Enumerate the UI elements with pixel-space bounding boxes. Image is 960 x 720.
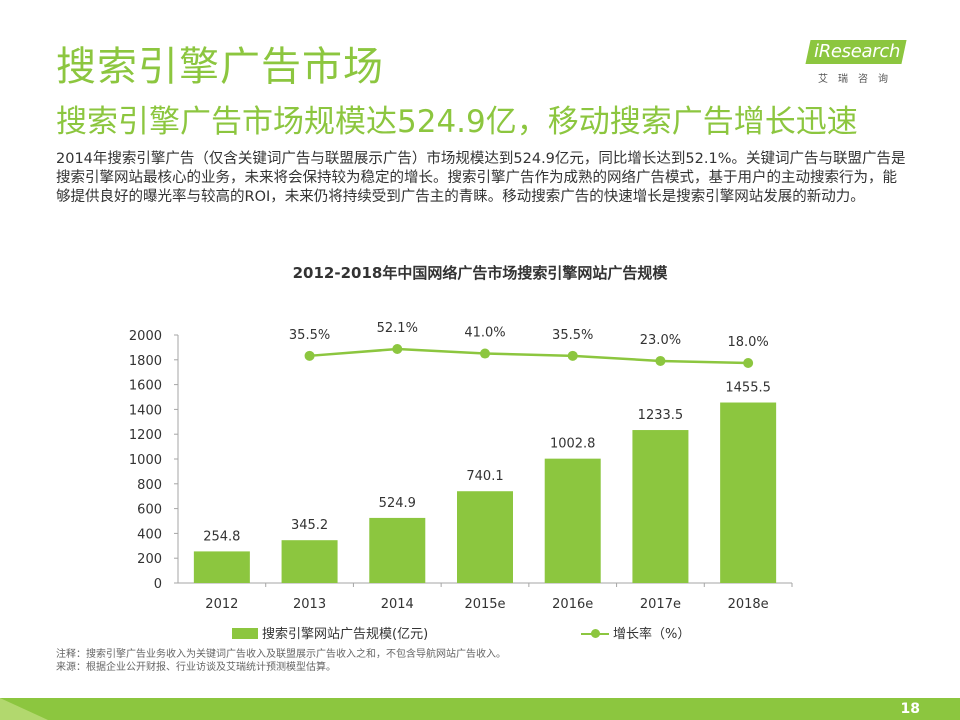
bar-value-label: 1455.5 bbox=[725, 381, 771, 396]
x-tick-label: 2017e bbox=[640, 597, 681, 612]
y-tick-label: 1800 bbox=[129, 354, 162, 369]
growth-point-2014 bbox=[392, 344, 403, 354]
intro-paragraph: 2014年搜索引擎广告（仅含关键词广告与联盟展示广告）市场规模达到524.9亿元… bbox=[56, 151, 906, 205]
y-tick-label: 1400 bbox=[129, 403, 162, 418]
bar-value-label: 524.9 bbox=[379, 496, 416, 511]
chart-title: 2012-2018年中国网络广告市场搜索引擎网站广告规模 bbox=[292, 264, 668, 282]
chart-source: 来源：根据企业公开财报、行业访谈及艾瑞统计预测模型估算。 bbox=[56, 662, 336, 673]
y-tick-label: 1200 bbox=[129, 428, 162, 443]
y-tick-label: 1000 bbox=[129, 453, 162, 468]
growth-value-label: 52.1% bbox=[377, 321, 418, 336]
chart-note: 注释：搜索引擎广告业务收入为关键词广告收入及联盟展示广告收入之和，不包含导航网站… bbox=[56, 649, 506, 660]
legend-line-label: 增长率（%） bbox=[613, 627, 691, 642]
page-title: 搜索引擎广告市场 bbox=[56, 44, 384, 90]
legend-bar-label: 搜索引擎网站广告规模(亿元) bbox=[262, 627, 429, 642]
y-tick-label: 400 bbox=[137, 527, 162, 542]
y-tick-label: 200 bbox=[137, 552, 162, 567]
growth-value-label: 23.0% bbox=[640, 333, 681, 348]
legend-item-bar: 搜索引擎网站广告规模(亿元) bbox=[232, 623, 428, 642]
bar-2016e bbox=[544, 458, 601, 583]
bar-2015e bbox=[457, 491, 513, 583]
x-tick-label: 2015e bbox=[464, 597, 505, 612]
footer-bar: 18 bbox=[0, 698, 960, 720]
iresearch-logo: iResearch 艾瑞咨询 bbox=[805, 40, 908, 86]
legend-line-swatch bbox=[581, 628, 609, 639]
bar-value-label: 1233.5 bbox=[638, 408, 684, 423]
bar-2014 bbox=[369, 517, 426, 583]
bar-value-label: 1002.8 bbox=[550, 437, 596, 452]
x-tick-label: 2018e bbox=[728, 597, 769, 612]
x-tick-label: 2016e bbox=[552, 597, 593, 612]
bar-2012 bbox=[193, 551, 250, 583]
x-tick-label: 2012 bbox=[205, 597, 238, 612]
growth-point-2013 bbox=[304, 350, 315, 361]
legend-item-line: 增长率（%） bbox=[581, 623, 690, 642]
y-tick-label: 2000 bbox=[129, 329, 162, 344]
legend-bar-swatch bbox=[232, 628, 258, 639]
bar-2013 bbox=[281, 540, 338, 583]
page-number: 18 bbox=[900, 701, 920, 717]
y-tick-label: 600 bbox=[137, 503, 162, 518]
bar-2018e bbox=[720, 402, 777, 583]
footer-wedge bbox=[0, 698, 48, 720]
logo-chinese-text: 艾瑞咨询 bbox=[818, 74, 898, 85]
bar-2017e bbox=[632, 430, 689, 583]
growth-rate-line bbox=[309, 347, 749, 365]
logo-text: iResearch bbox=[814, 41, 901, 62]
growth-value-label: 18.0% bbox=[727, 335, 768, 350]
y-tick-label: 800 bbox=[137, 478, 162, 493]
x-tick-label: 2013 bbox=[293, 597, 326, 612]
bar-value-label: 740.1 bbox=[466, 469, 503, 484]
y-tick-label: 0 bbox=[154, 577, 162, 592]
growth-point-2018e bbox=[743, 358, 754, 368]
growth-value-label: 35.5% bbox=[552, 328, 593, 343]
bar-value-label: 254.8 bbox=[203, 529, 240, 544]
y-tick-label: 1600 bbox=[129, 379, 162, 394]
growth-point-2015e bbox=[480, 348, 490, 359]
growth-value-label: 41.0% bbox=[464, 326, 505, 341]
page-subtitle: 搜索引擎广告市场规模达524.9亿，移动搜索广告增长迅速 bbox=[56, 104, 858, 140]
growth-point-2016e bbox=[567, 350, 578, 361]
bar-value-label: 345.2 bbox=[291, 518, 328, 533]
growth-value-label: 35.5% bbox=[289, 328, 330, 343]
growth-point-2017e bbox=[655, 355, 666, 366]
x-tick-label: 2014 bbox=[381, 597, 414, 612]
